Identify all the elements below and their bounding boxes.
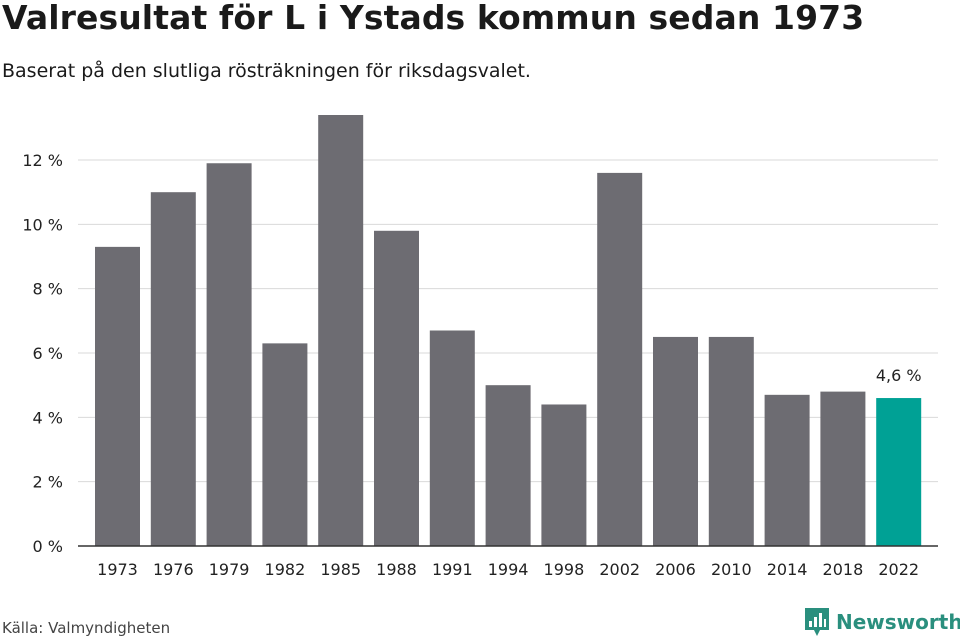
x-tick-label: 1991	[432, 560, 473, 579]
bar-1973	[95, 246, 140, 546]
bar-2006	[653, 336, 698, 546]
bars	[95, 115, 922, 547]
chart-title: Valresultat för L i Ystads kommun sedan …	[2, 0, 865, 37]
data-labels: 4,6 %	[876, 366, 922, 385]
data-label: 4,6 %	[876, 366, 922, 385]
y-tick-label: 0 %	[33, 537, 63, 556]
x-tick-label: 2014	[767, 560, 808, 579]
x-tick-label: 2022	[878, 560, 919, 579]
x-tick-label: 1979	[209, 560, 250, 579]
bar-1985	[318, 115, 364, 546]
x-tick-label: 1976	[153, 560, 194, 579]
x-tick-label: 1985	[320, 560, 361, 579]
y-tick-label: 6 %	[33, 344, 63, 363]
x-tick-label: 1973	[97, 560, 138, 579]
y-tick-label: 2 %	[33, 473, 63, 492]
newsworthy-logo-icon	[805, 608, 829, 636]
y-axis-tick-labels: 0 % 2 % 4 % 6 % 8 % 10 % 12 %	[22, 151, 63, 556]
chart-subtitle: Baserat på den slutliga rösträkningen fö…	[2, 60, 531, 82]
bar-1998	[541, 404, 587, 546]
x-tick-label: 1988	[376, 560, 417, 579]
bar-1979	[206, 163, 252, 546]
bar-1976	[150, 192, 196, 546]
bar-1991	[429, 330, 475, 546]
x-tick-label: 2002	[599, 560, 640, 579]
x-tick-label: 2018	[823, 560, 864, 579]
x-tick-label: 2010	[711, 560, 752, 579]
y-tick-label: 12 %	[22, 151, 63, 170]
x-tick-label: 2006	[655, 560, 696, 579]
y-tick-label: 4 %	[33, 408, 63, 427]
bar-2022	[876, 398, 922, 546]
x-tick-label: 1994	[488, 560, 529, 579]
bar-2018	[820, 391, 866, 546]
bar-1994	[485, 385, 531, 546]
source-note: Källa: Valmyndigheten	[2, 619, 171, 637]
bar-chart: 0 % 2 % 4 % 6 % 8 % 10 % 12 % 1973 1976 1979 1982…	[22, 115, 938, 579]
y-tick-label: 10 %	[22, 215, 63, 234]
x-tick-label: 1982	[265, 560, 306, 579]
bar-2002	[597, 172, 643, 547]
y-tick-label: 8 %	[33, 280, 63, 299]
brand-logo[interactable]: Newsworthy	[804, 607, 960, 637]
brand-name: Newsworthy	[836, 610, 960, 634]
bar-2014	[764, 394, 810, 546]
bar-1988	[374, 230, 419, 546]
x-tick-label: 1998	[544, 560, 585, 579]
x-axis-tick-labels: 1973 1976 1979 1982 1985 1988 1991 1994 1998 2002…	[97, 560, 919, 579]
bar-1982	[262, 343, 308, 546]
bar-2010	[708, 336, 754, 546]
